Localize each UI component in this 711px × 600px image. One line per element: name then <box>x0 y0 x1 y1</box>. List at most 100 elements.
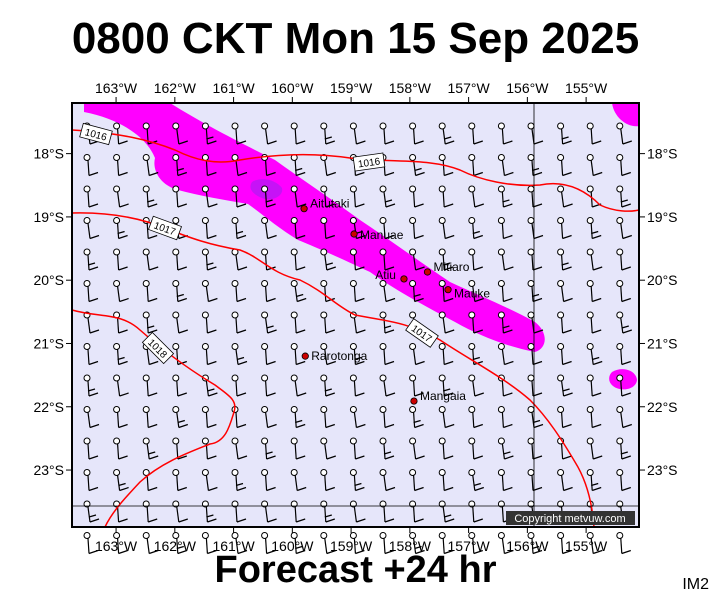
wind-barb-half-feather <box>324 388 332 392</box>
wind-barb-staff <box>205 506 208 523</box>
wind-barb-half-feather <box>473 482 481 487</box>
wind-barb-feather <box>474 392 484 397</box>
wind-barb <box>527 437 543 460</box>
wind-barb <box>320 280 335 303</box>
wind-barb-station <box>142 469 150 476</box>
wind-barb-feather <box>622 234 632 240</box>
wind-barb-feather <box>178 329 188 334</box>
wind-barb-feather <box>415 360 425 366</box>
wind-barb-feather <box>237 360 248 366</box>
islands: Aitutaki Manuae Mitiaro Atiu Mauke Rarotonga M… <box>300 197 490 405</box>
wind-barb <box>142 248 159 271</box>
wind-barb-station <box>201 185 209 193</box>
lat-label-left: 21°S <box>33 335 64 351</box>
wind-barb-staff <box>117 128 120 145</box>
wind-barb-station <box>83 469 91 476</box>
wind-barb-station <box>379 406 387 413</box>
wind-barb-feather <box>503 234 513 240</box>
wind-barb <box>320 374 335 397</box>
wind-barb-station <box>409 374 417 382</box>
wind-barb-station <box>113 406 121 413</box>
wind-barb-staff <box>383 506 386 523</box>
wind-barb-feather <box>356 518 366 523</box>
wind-barb <box>379 217 395 240</box>
wind-barb-staff <box>205 254 208 271</box>
wind-barb-staff <box>353 286 356 302</box>
wind-barb-feather <box>118 549 128 555</box>
isobar-1018 <box>71 309 236 528</box>
wind-barb-station <box>379 122 387 130</box>
wind-barb-station <box>468 469 476 476</box>
wind-barb <box>349 185 365 208</box>
wind-barb-staff <box>620 475 623 491</box>
wind-barb <box>586 437 603 460</box>
isobar-label-1016-east-text: 1016 <box>357 156 381 170</box>
wind-barb <box>261 469 276 492</box>
wind-barb-station <box>438 469 446 476</box>
wind-barb-staff <box>442 160 445 176</box>
wind-barb-half-feather <box>502 325 510 329</box>
wind-barb <box>261 122 277 145</box>
wind-barb <box>201 406 217 429</box>
wind-barb-feather <box>88 455 99 460</box>
wind-barb <box>201 374 218 397</box>
wind-barb <box>172 122 188 145</box>
wind-barb-station <box>231 217 239 224</box>
wind-barb-station <box>438 280 446 287</box>
wind-barb-half-feather <box>443 388 451 392</box>
wind-barb-staff <box>205 128 208 145</box>
wind-barb <box>497 122 513 145</box>
wind-barb-staff <box>324 317 327 334</box>
wind-barb-feather <box>207 360 217 366</box>
wind-barb-feather <box>236 297 247 303</box>
isobar-1016 <box>71 129 640 212</box>
wind-barb-feather <box>562 360 572 366</box>
wind-barb-feather <box>325 518 335 523</box>
wind-barb-staff <box>383 349 386 365</box>
wind-barb-station <box>290 280 298 287</box>
wind-barb-staff <box>324 254 328 271</box>
wind-barb-feather <box>148 329 158 334</box>
wind-barb-feather <box>473 360 483 366</box>
wind-barb-station <box>261 532 269 539</box>
wind-barb-staff <box>176 160 179 176</box>
wind-barb-staff <box>472 286 476 302</box>
wind-barb <box>379 185 396 208</box>
wind-barb-feather <box>148 234 158 240</box>
wind-barb-staff <box>205 538 208 554</box>
wind-barb <box>409 469 424 492</box>
island-mangaia: Mangaia <box>410 389 466 405</box>
wind-barb <box>142 374 158 397</box>
wind-barb-feather <box>148 423 158 429</box>
wind-barb-station <box>172 248 180 256</box>
wind-barb-staff <box>472 475 476 491</box>
island-mitiaro: Mitiaro <box>423 260 470 276</box>
wind-barb-station <box>409 311 417 319</box>
wind-barb-staff <box>590 317 593 334</box>
wind-barb <box>113 469 129 492</box>
wind-barb-feather <box>237 549 248 555</box>
wind-barb-station <box>261 248 269 256</box>
wind-barb <box>497 469 513 492</box>
wind-barb <box>172 469 187 492</box>
wind-barb <box>113 532 128 555</box>
wind-barb-staff <box>205 475 209 491</box>
wind-barb-feather <box>236 423 247 429</box>
wind-barb-feather <box>325 486 335 492</box>
wind-barb <box>379 122 395 145</box>
wind-barb <box>379 343 395 366</box>
wind-barb-station <box>438 185 446 193</box>
wind-barb-feather <box>504 360 514 366</box>
wind-barb-half-feather <box>324 514 332 518</box>
island-label: Mauke <box>454 287 490 301</box>
wind-barb-station <box>320 500 328 508</box>
wind-barb-station <box>349 185 357 193</box>
wind-barb <box>379 437 395 460</box>
wind-barb-staff <box>205 317 208 334</box>
wind-barb-staff <box>620 160 623 176</box>
wind-barb <box>290 469 307 492</box>
wind-barb-staff <box>501 160 505 176</box>
wind-barb <box>172 154 187 177</box>
island-marker <box>300 205 308 213</box>
wind-barb-feather <box>562 423 572 429</box>
